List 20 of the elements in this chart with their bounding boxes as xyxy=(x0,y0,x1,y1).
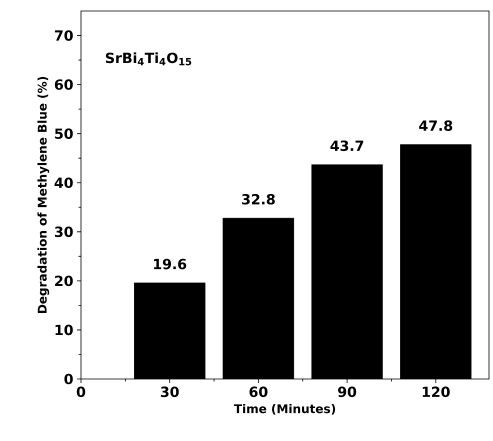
y-tick-label: 0 xyxy=(64,374,73,384)
y-tick-label: 70 xyxy=(54,30,73,41)
annotation: SrBi$_{4}$Ti$_{4}$O$_{15}$ xyxy=(106,52,192,66)
y-tick-label: 60 xyxy=(54,79,73,90)
x-axis-title: Time (Minutes) xyxy=(234,404,336,415)
y-tick-label: 40 xyxy=(54,177,73,188)
x-tick-label: 0 xyxy=(76,386,86,398)
y-tick-label: 10 xyxy=(56,324,73,336)
x-tick-label: 120 xyxy=(422,386,450,398)
x-tick-label: 30 xyxy=(160,386,179,398)
x-tick-label: 60 xyxy=(250,386,268,398)
data-label: 32.8 xyxy=(242,194,275,205)
data-label: 47.8 xyxy=(419,120,452,131)
data-label: 19.6 xyxy=(154,258,186,270)
y-tick-label: 20 xyxy=(55,276,73,286)
x-tick-label: 90 xyxy=(338,386,356,398)
y-axis-title: Degradation of Methylene Blue (%) xyxy=(37,76,50,314)
data-label: 43.7 xyxy=(330,140,364,152)
y-tick-label: 50 xyxy=(55,128,73,139)
y-tick-label: 30 xyxy=(54,226,73,238)
